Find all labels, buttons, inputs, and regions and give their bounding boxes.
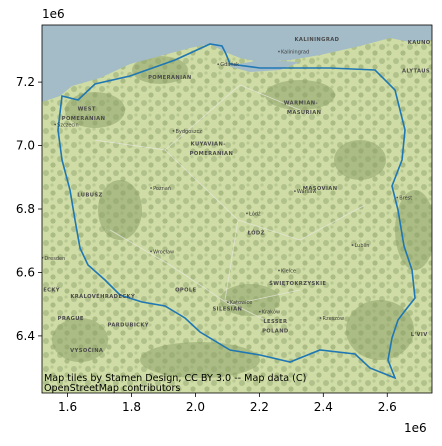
x-axis-offset-label: 1e6 — [404, 421, 427, 435]
region-label: OPOLE — [175, 287, 197, 293]
region-label: KRÁLOVÉHRADECKÝ — [70, 292, 135, 300]
region-label: WEST — [78, 107, 96, 113]
city-label: Gdańsk — [220, 61, 239, 68]
city-label: Kielce — [281, 268, 296, 274]
city-label: Kaliningrad — [281, 50, 309, 56]
attribution-line-1: Map tiles by Stamen Design, CC BY 3.0 --… — [44, 373, 306, 384]
y-axis-offset-label: 1e6 — [42, 7, 65, 21]
basemap-tiles[interactable]: KALININGRAD KAUNO ALYTAUS POMERANIAN WARMIAN… — [41, 25, 435, 394]
y-tick-label: 7.2 — [16, 75, 35, 89]
x-tick-label: 1.6 — [58, 400, 77, 414]
region-label: LESSER — [263, 319, 287, 325]
region-label: ŁÓDŹ — [247, 228, 265, 236]
region-label: KUYAVIAN- — [191, 142, 226, 148]
region-label: PARDUBICKÝ — [108, 321, 149, 328]
y-tick-label: 6.4 — [16, 329, 35, 343]
city-marker — [278, 50, 280, 53]
city-marker — [319, 317, 322, 319]
region-label: KALININGRAD — [294, 37, 339, 43]
city-marker — [150, 187, 152, 189]
city-label: Poznań — [153, 185, 171, 192]
x-tick-label: 1.8 — [122, 400, 141, 414]
city-label: Brest — [399, 195, 412, 201]
city-marker — [351, 244, 354, 246]
region-label: MASOVIAN — [303, 186, 338, 192]
city-marker — [217, 63, 220, 66]
city-marker — [258, 310, 261, 313]
city-label: Rzeszów — [323, 315, 345, 322]
city-label: Łódź — [248, 210, 261, 217]
city-label: Katowice — [230, 300, 253, 306]
region-labels: KALININGRAD KAUNO ALYTAUS POMERANIAN WARMIAN… — [43, 37, 431, 354]
region-label: LUBUSZ — [77, 192, 102, 198]
y-tick-label: 7.0 — [16, 139, 35, 153]
x-tick-label: 2.6 — [378, 400, 397, 414]
region-label: POLAND — [262, 329, 289, 335]
poland-boundary — [57, 43, 416, 380]
region-label: L'VIV — [411, 332, 428, 338]
region-label: VYSOČINA — [70, 347, 103, 354]
city-marker — [246, 212, 248, 215]
city-label: Wrocław — [153, 249, 174, 255]
region-label: POMERANIAN — [190, 151, 234, 157]
city-labels: Kaliningrad Gdańsk Szczecin Bydgoszcz Poznań… — [42, 50, 412, 322]
region-label: ŚWIĘTOKRZYSKIE — [269, 280, 326, 287]
city-label: Dresden — [44, 256, 65, 262]
region-label: SILESIAN — [213, 307, 243, 313]
y-tick-label: 6.6 — [16, 265, 35, 279]
y-tick-label: 6.8 — [16, 202, 35, 216]
region-label: KAUNO — [408, 40, 431, 46]
x-tick-label: 2.0 — [186, 400, 205, 414]
city-marker — [150, 250, 152, 253]
lagoon — [228, 60, 300, 72]
region-label: ALYTAUS — [402, 69, 430, 75]
city-label: Bydgoszcz — [175, 129, 202, 135]
region-label: POMERANIAN — [148, 75, 192, 81]
city-label: Szczecin — [57, 123, 79, 129]
region-label: MASURIAN — [287, 110, 322, 116]
region-label: PRAGUE — [58, 316, 84, 322]
forest-patches — [52, 56, 432, 378]
region-label: POMERANIAN — [62, 116, 106, 122]
baltic-sea — [42, 25, 432, 102]
city-marker — [54, 123, 57, 126]
city-label: Lublin — [354, 243, 369, 249]
city-marker — [294, 190, 296, 193]
city-marker — [396, 196, 399, 199]
attribution-line-2: OpenStreetMap contributors — [44, 383, 180, 394]
city-label: Kraków — [262, 309, 280, 316]
city-marker — [226, 301, 229, 304]
city-label: Warsaw — [297, 189, 317, 195]
y-axis: 7.2 7.0 6.8 6.6 6.4 — [16, 75, 42, 343]
x-axis: 1.6 1.8 2.0 2.2 2.4 2.6 — [58, 393, 397, 414]
x-tick-label: 2.2 — [250, 400, 269, 414]
region-label: WARMIAN- — [284, 100, 318, 106]
roads — [94, 84, 366, 321]
city-marker — [278, 269, 280, 272]
city-marker — [172, 129, 175, 132]
x-tick-label: 2.4 — [314, 400, 333, 414]
region-label: ECKÝ — [43, 286, 60, 293]
